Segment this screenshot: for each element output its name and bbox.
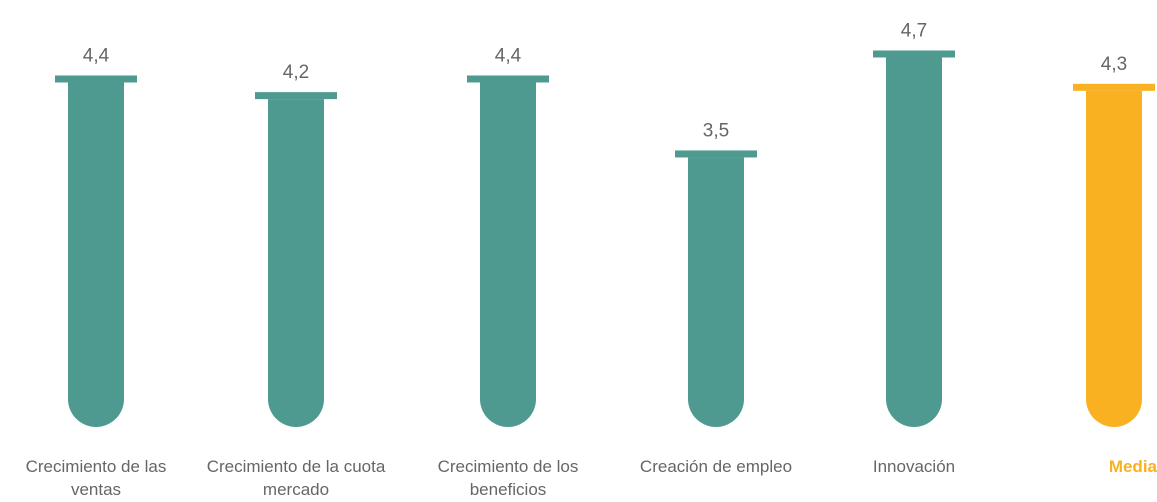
- tube-cap: [55, 75, 137, 83]
- value-label: 4,7: [901, 20, 927, 41]
- category-label: Media: [1108, 457, 1157, 476]
- tube: [268, 99, 324, 427]
- value-label: 4,2: [283, 62, 309, 83]
- tube-cap: [1073, 83, 1155, 91]
- tube-cap: [255, 92, 337, 100]
- value-label: 3,5: [703, 120, 729, 141]
- tube: [688, 157, 744, 427]
- tube-cap: [467, 75, 549, 83]
- category-label: Creación de empleo: [639, 457, 793, 476]
- category-label: Innovación: [872, 457, 956, 476]
- tube: [480, 82, 536, 427]
- tube-cap: [675, 150, 757, 158]
- tube-cap: [873, 50, 955, 58]
- category-label: Crecimiento de las ventas: [25, 457, 167, 499]
- category-label: Crecimiento de los beneficios: [437, 457, 579, 499]
- tube: [1086, 90, 1142, 427]
- tube: [886, 57, 942, 428]
- category-label: Crecimiento de la cuota mercado: [206, 457, 386, 499]
- value-label: 4,4: [495, 45, 522, 66]
- value-label: 4,3: [1101, 54, 1127, 75]
- tube: [68, 82, 124, 427]
- value-label: 4,4: [83, 45, 110, 66]
